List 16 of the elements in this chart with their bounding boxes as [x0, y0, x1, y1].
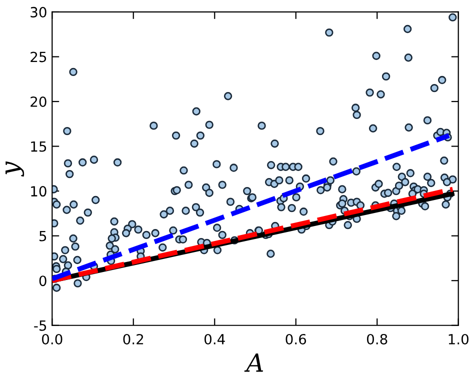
x-tick-label: 0.6	[286, 334, 306, 344]
y-tick-label: -5	[34, 320, 46, 331]
x-tick-label: 0.8	[366, 334, 388, 344]
x-tick-label: 1.0	[448, 334, 468, 344]
x-tick-label: 0.2	[123, 334, 144, 344]
x-tick-label: 0.4	[204, 334, 225, 344]
y-tick-label: 10	[31, 186, 46, 197]
x-tick-label: 0.0	[42, 334, 62, 344]
y-tick-label: 0	[39, 276, 46, 286]
x-axis-title: A	[244, 353, 264, 372]
y-tick-label: 25	[30, 52, 46, 62]
y-tick-label: 5	[40, 230, 46, 242]
y-tick-label: 30	[30, 6, 46, 18]
y-tick-label: 15	[31, 141, 46, 152]
y-axis-title: y	[6, 161, 24, 177]
y-tick-label: 20	[30, 96, 46, 107]
